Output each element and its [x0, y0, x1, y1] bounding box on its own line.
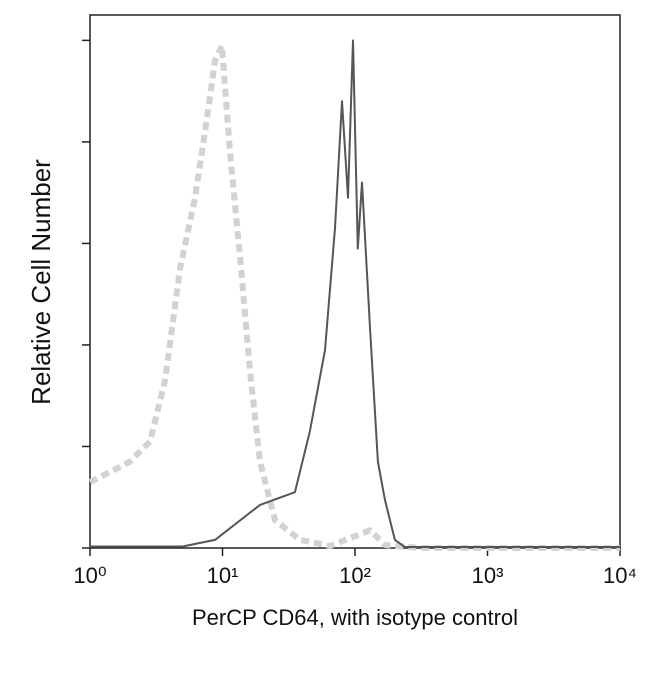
histogram-line [88, 42, 620, 551]
x-tick-label: 10³ [472, 563, 504, 588]
x-axis-label: PerCP CD64, with isotype control [192, 605, 518, 630]
histogram-line [90, 39, 620, 548]
x-tick-label: 10⁰ [73, 563, 106, 588]
x-tick-label: 10¹ [207, 563, 239, 588]
x-tick-label: 10⁴ [603, 563, 637, 588]
y-axis-label: Relative Cell Number [26, 159, 56, 405]
x-tick-label: 10² [339, 563, 371, 588]
